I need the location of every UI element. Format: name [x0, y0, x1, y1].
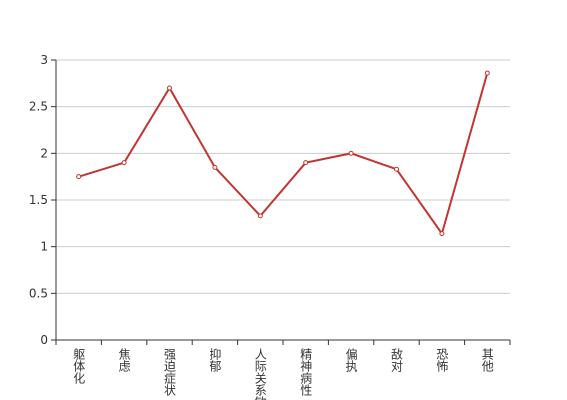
point: [212, 164, 218, 170]
x-tick-label: 躯体化: [72, 347, 86, 385]
point: [394, 166, 399, 172]
x-tick-label: 抑郁: [208, 347, 222, 373]
point: [484, 70, 490, 76]
point: [257, 213, 263, 219]
y-tick-label: 2.5: [29, 100, 48, 114]
x-tick-label: 强迫症状: [163, 348, 177, 396]
point: [303, 160, 309, 166]
y-tick-label: 0.5: [29, 286, 48, 300]
x-tick-label: 恐怖: [435, 348, 449, 372]
point: [76, 174, 82, 180]
y-tick-label: 3: [40, 53, 48, 67]
x-tick-label: 精神病性: [299, 348, 313, 397]
y-tick-label: 0: [40, 333, 48, 347]
x-tick-label: 敌对: [390, 347, 404, 372]
x-tick-label: 偏执: [344, 347, 358, 373]
point: [121, 160, 127, 166]
y-tick-label: 1.5: [29, 193, 48, 207]
point: [348, 150, 354, 156]
y-tick-label: 2: [40, 146, 48, 160]
x-tick-label: 其他: [480, 348, 494, 372]
line: [78, 72, 489, 236]
point: [167, 85, 172, 91]
y-tick-label: 1: [40, 240, 48, 254]
x-tick-label: 焦虑: [117, 348, 131, 372]
point: [439, 231, 445, 237]
x-tick-label: 人际关系敏感: [253, 348, 267, 400]
